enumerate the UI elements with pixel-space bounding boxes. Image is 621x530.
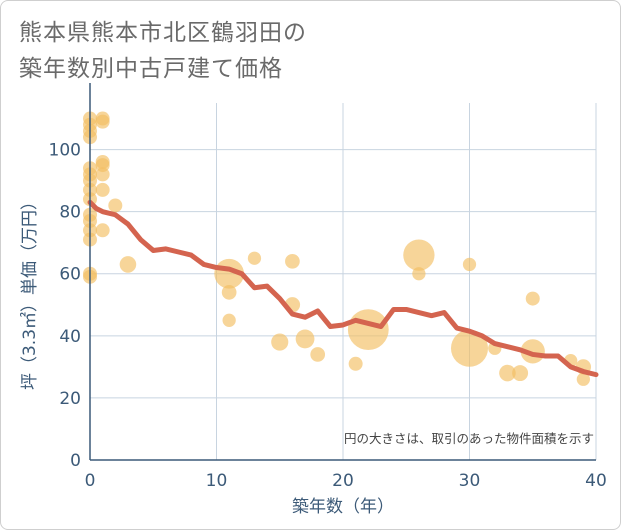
bubble-point (525, 291, 540, 306)
bubble-point (403, 239, 435, 271)
bubble-point (247, 251, 262, 265)
grid-lines (90, 103, 597, 460)
x-tick-label: 10 (206, 471, 228, 491)
bubble-point (95, 182, 110, 197)
average-price-line (87, 199, 599, 378)
bubble-point (512, 365, 529, 382)
bubble-size-note: 円の大きさは、取引のあった物件面積を示す (344, 431, 594, 446)
bubble-point (221, 285, 237, 300)
tick-labels: 0 20 40 60 80 100 0 10 20 30 40 (49, 141, 607, 491)
x-tick-label: 20 (332, 471, 354, 491)
y-tick-label: 60 (59, 265, 81, 285)
y-axis-label: 坪（3.3㎡）単価（万円） (20, 193, 40, 390)
bubble-point (95, 167, 110, 182)
bubble-point (271, 333, 289, 351)
bubble-point (285, 253, 300, 269)
bubble-point (295, 329, 315, 349)
y-tick-label: 20 (59, 389, 81, 409)
bubble-point (95, 223, 110, 238)
bubble-point (499, 364, 516, 382)
bubble-point (119, 256, 137, 273)
y-tick-label: 40 (59, 327, 81, 347)
chart-title-line-1: 熊本県熊本市北区鶴羽田の (19, 20, 307, 46)
y-tick-label: 100 (49, 141, 81, 161)
bubble-point (576, 372, 590, 386)
bubble-point (222, 313, 236, 327)
bubble-point (95, 114, 110, 129)
bubble-point (348, 356, 363, 371)
x-axis-label: 築年数（年） (292, 497, 394, 517)
x-tick-label: 30 (459, 471, 481, 491)
x-tick-label: 40 (585, 471, 607, 491)
bubble-point (108, 198, 123, 213)
chart-title: 熊本県熊本市北区鶴羽田の 築年数別中古戸建て価格 (19, 15, 307, 87)
bubble-point (462, 257, 477, 272)
y-tick-label: 80 (59, 203, 81, 223)
bubble-point (450, 329, 489, 367)
axes (89, 83, 596, 461)
bubble-point (310, 347, 326, 362)
chart-title-line-2: 築年数別中古戸建て価格 (19, 56, 283, 82)
x-tick-label: 0 (85, 471, 96, 491)
bubble-point (347, 309, 389, 351)
bubble-point (412, 267, 426, 281)
trend-line-series (87, 199, 599, 378)
y-tick-label: 0 (70, 451, 81, 471)
